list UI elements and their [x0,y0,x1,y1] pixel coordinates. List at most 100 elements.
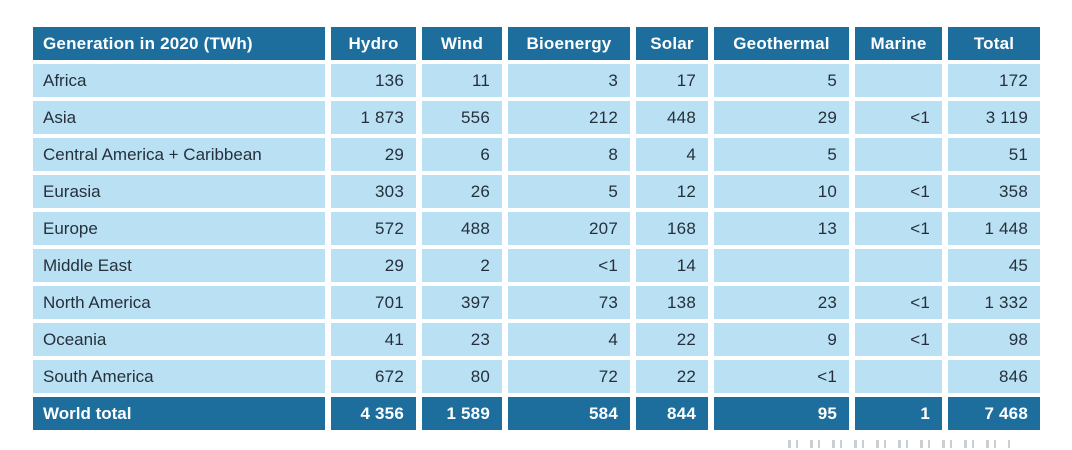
column-header: Total [948,27,1040,60]
table-row: Asia 1 873 556 212 448 29 <1 3 119 [33,101,1040,134]
value-cell: 172 [948,64,1040,97]
value-cell: 846 [948,360,1040,393]
value-cell: 11 [422,64,502,97]
value-cell: 303 [331,175,416,208]
value-cell: <1 [855,101,942,134]
column-header: Solar [636,27,708,60]
value-cell: 397 [422,286,502,319]
value-cell: 138 [636,286,708,319]
value-cell: 73 [508,286,630,319]
column-header: Hydro [331,27,416,60]
value-cell: <1 [855,323,942,356]
value-cell: <1 [855,286,942,319]
generation-2020-table: Generation in 2020 (TWh) Hydro Wind Bioene… [27,23,1046,434]
value-cell [855,360,942,393]
value-cell: 4 [636,138,708,171]
header-row: Generation in 2020 (TWh) Hydro Wind Bioene… [33,27,1040,60]
value-cell: 29 [714,101,849,134]
value-cell: 1 873 [331,101,416,134]
table-row: Europe 572 488 207 168 13 <1 1 448 [33,212,1040,245]
table-row: North America 701 397 73 138 23 <1 1 332 [33,286,1040,319]
value-cell: 41 [331,323,416,356]
value-cell: 12 [636,175,708,208]
column-header: Marine [855,27,942,60]
value-cell: 207 [508,212,630,245]
value-cell: 22 [636,323,708,356]
value-cell: 72 [508,360,630,393]
column-header: Wind [422,27,502,60]
region-label: North America [33,286,325,319]
region-label: Asia [33,101,325,134]
column-header: Geothermal [714,27,849,60]
world-total-value: 95 [714,397,849,430]
value-cell: 3 [508,64,630,97]
value-cell: 8 [508,138,630,171]
value-cell [714,249,849,282]
world-total-value: 844 [636,397,708,430]
value-cell: 572 [331,212,416,245]
value-cell: 701 [331,286,416,319]
table-body: Africa 136 11 3 17 5 172 Asia 1 873 556 212 448 29 <1… [33,64,1040,393]
value-cell: 5 [714,64,849,97]
watermark-fragment [788,440,1010,448]
region-label: Eurasia [33,175,325,208]
value-cell: 80 [422,360,502,393]
world-total-value: 7 468 [948,397,1040,430]
value-cell: 29 [331,249,416,282]
region-label: Oceania [33,323,325,356]
table-title: Generation in 2020 (TWh) [33,27,325,60]
region-label: Africa [33,64,325,97]
value-cell: 1 448 [948,212,1040,245]
region-label: Middle East [33,249,325,282]
value-cell: <1 [855,175,942,208]
value-cell: 5 [508,175,630,208]
value-cell: 23 [714,286,849,319]
value-cell: 3 119 [948,101,1040,134]
value-cell: 9 [714,323,849,356]
value-cell: 51 [948,138,1040,171]
value-cell: 10 [714,175,849,208]
world-total-label: World total [33,397,325,430]
value-cell: <1 [714,360,849,393]
column-header: Bioenergy [508,27,630,60]
value-cell: 448 [636,101,708,134]
value-cell: 26 [422,175,502,208]
world-total-value: 584 [508,397,630,430]
world-total-row: World total 4 356 1 589 584 844 95 1 7 468 [33,397,1040,430]
value-cell [855,249,942,282]
value-cell: 4 [508,323,630,356]
value-cell: 98 [948,323,1040,356]
value-cell: 488 [422,212,502,245]
value-cell: 22 [636,360,708,393]
region-label: Central America + Caribbean [33,138,325,171]
value-cell [855,138,942,171]
table-row: Africa 136 11 3 17 5 172 [33,64,1040,97]
table-row: South America 672 80 72 22 <1 846 [33,360,1040,393]
value-cell: 168 [636,212,708,245]
region-label: South America [33,360,325,393]
value-cell: 29 [331,138,416,171]
value-cell: 556 [422,101,502,134]
region-label: Europe [33,212,325,245]
table-row: Oceania 41 23 4 22 9 <1 98 [33,323,1040,356]
value-cell [855,64,942,97]
value-cell: 45 [948,249,1040,282]
world-total-value: 1 589 [422,397,502,430]
value-cell: 212 [508,101,630,134]
value-cell: 1 332 [948,286,1040,319]
value-cell: 14 [636,249,708,282]
value-cell: 17 [636,64,708,97]
table-row: Middle East 29 2 <1 14 45 [33,249,1040,282]
value-cell: <1 [855,212,942,245]
value-cell: 5 [714,138,849,171]
world-total-value: 4 356 [331,397,416,430]
value-cell: 6 [422,138,502,171]
value-cell: <1 [508,249,630,282]
world-total-value: 1 [855,397,942,430]
value-cell: 358 [948,175,1040,208]
value-cell: 13 [714,212,849,245]
table-row: Eurasia 303 26 5 12 10 <1 358 [33,175,1040,208]
value-cell: 23 [422,323,502,356]
value-cell: 136 [331,64,416,97]
